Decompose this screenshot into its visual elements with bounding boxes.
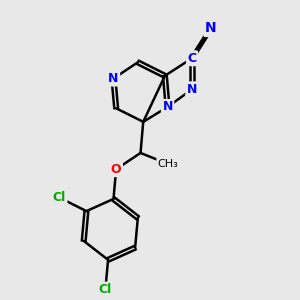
- Text: Cl: Cl: [53, 191, 66, 204]
- Text: N: N: [108, 72, 119, 85]
- Text: N: N: [162, 100, 173, 113]
- Text: C: C: [188, 52, 196, 65]
- Text: CH₃: CH₃: [157, 159, 178, 169]
- Text: N: N: [187, 83, 197, 96]
- Text: N: N: [205, 22, 217, 35]
- Text: Cl: Cl: [99, 283, 112, 296]
- Text: O: O: [111, 163, 122, 176]
